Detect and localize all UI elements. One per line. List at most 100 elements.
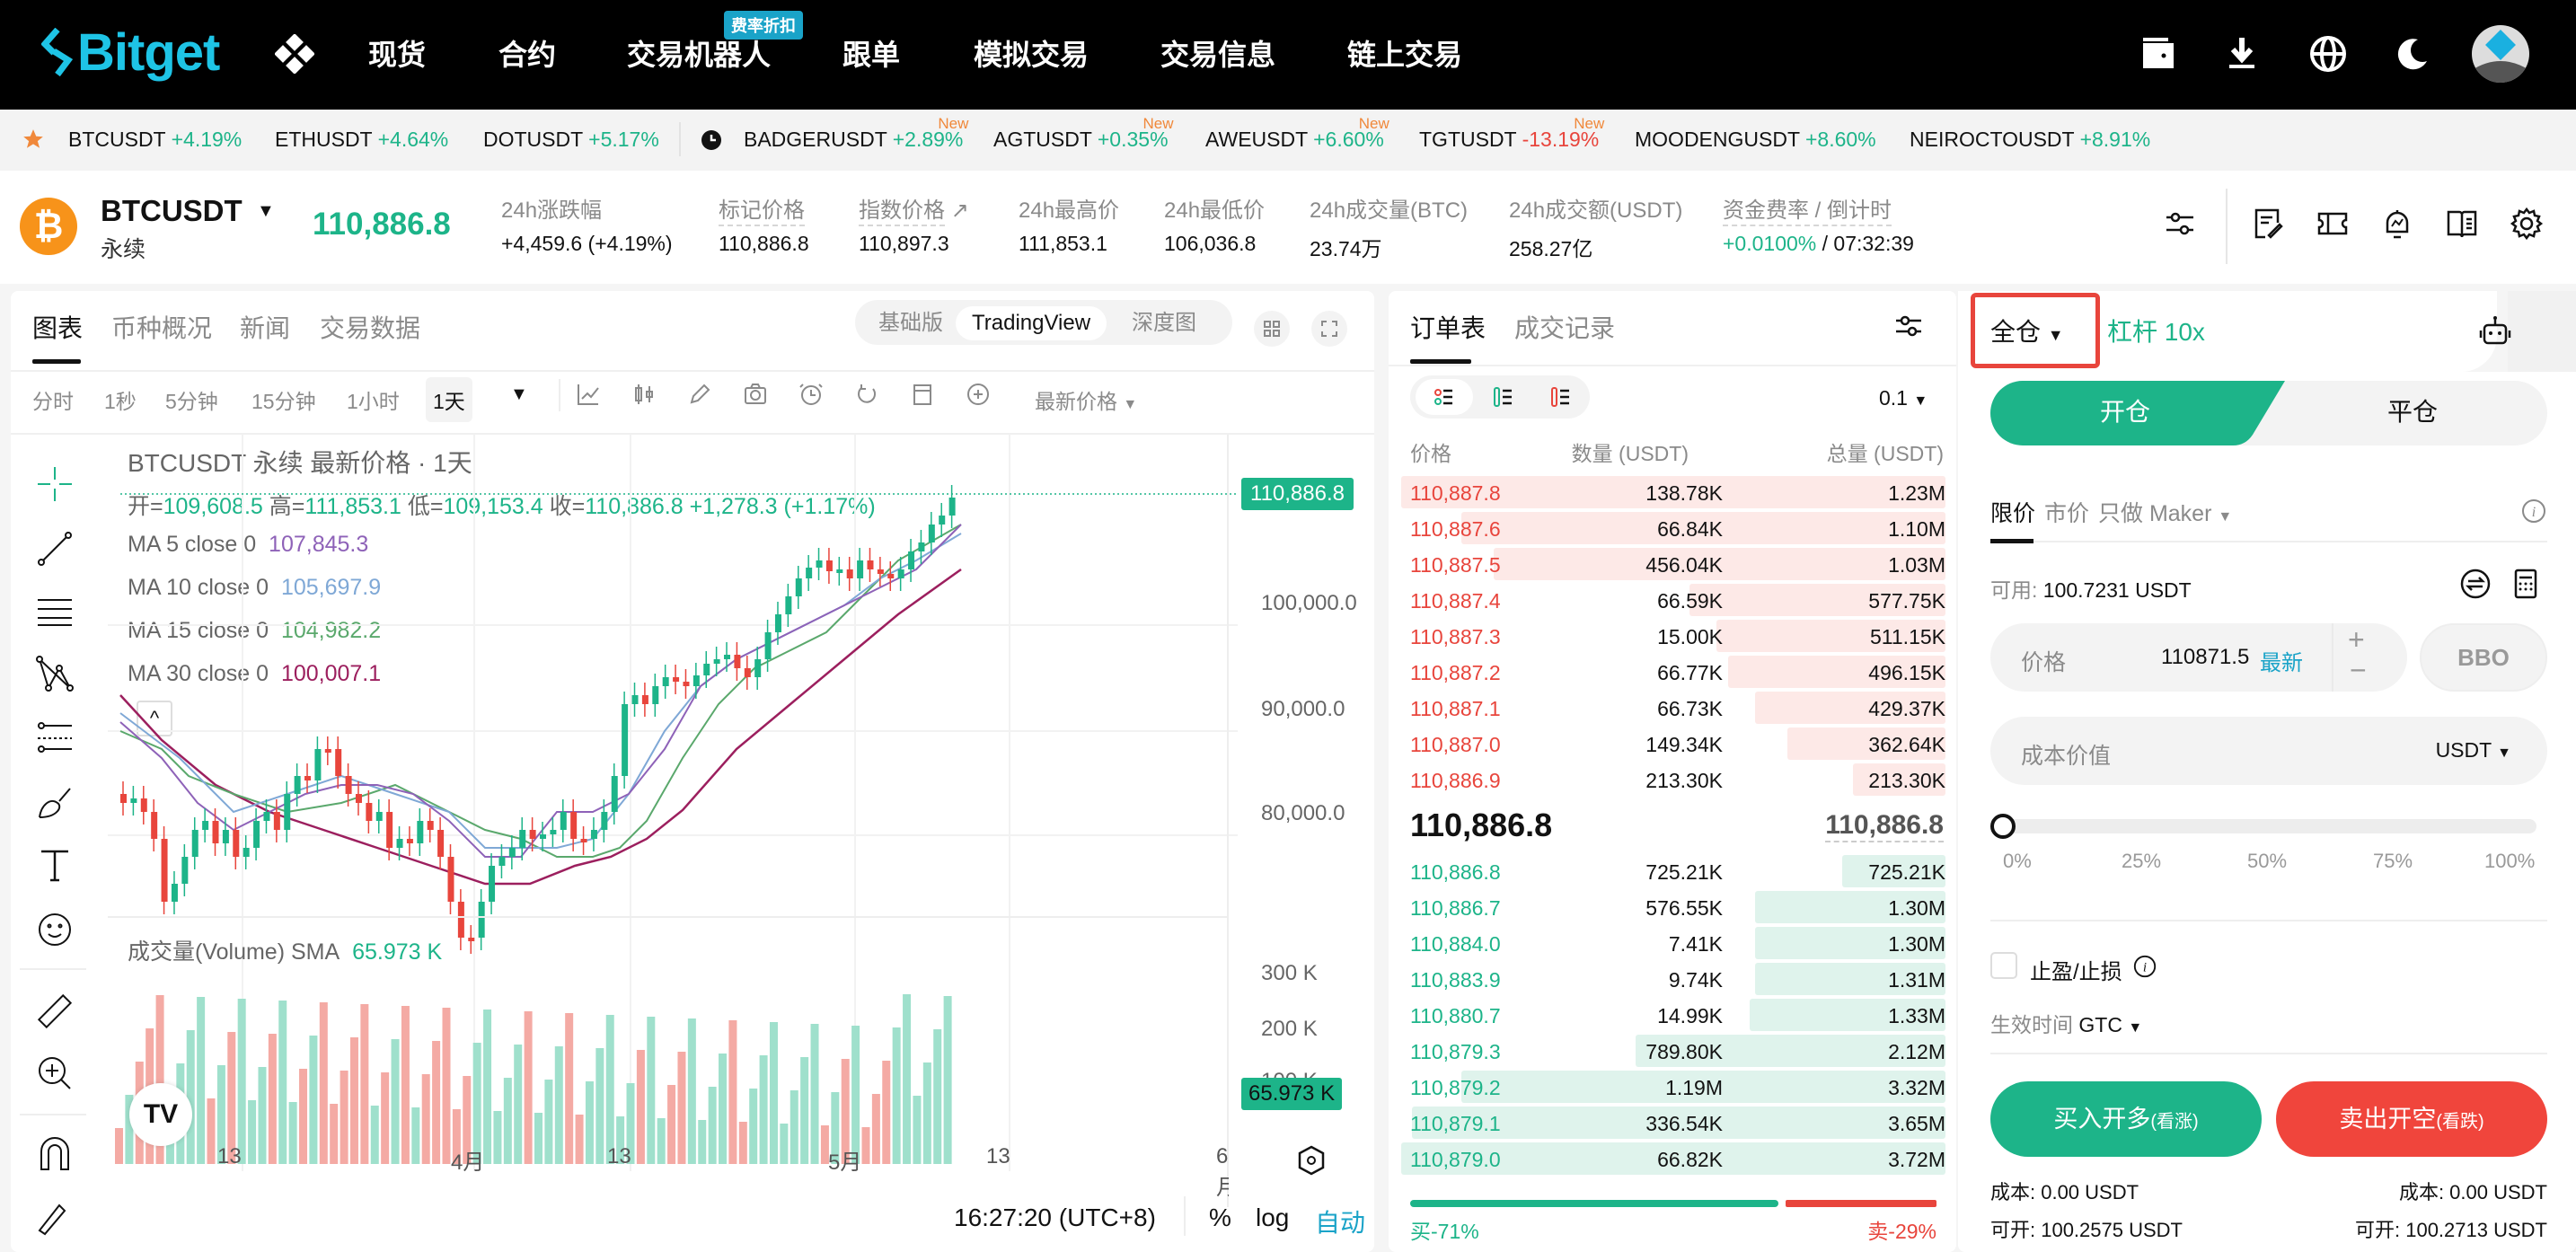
bid-row[interactable]: 110,879.2 1.19M 3.32M	[1401, 1069, 1945, 1105]
zoom-in-icon[interactable]	[32, 1051, 77, 1096]
ask-row[interactable]: 110,887.2 66.77K 496.15K	[1401, 654, 1945, 690]
chart-settings-hex-icon[interactable]	[1295, 1144, 1328, 1177]
margin-mode-dropdown[interactable]: 全仓 ▼	[1990, 318, 2064, 346]
order-type-market[interactable]: 市价	[2044, 501, 2090, 526]
price-decrement-icon[interactable]: −	[2350, 654, 2367, 686]
latest-price-button[interactable]: 最新	[2260, 651, 2303, 675]
timeframe-1h[interactable]: 1小时	[347, 390, 400, 413]
timeframe-15m[interactable]: 15分钟	[251, 390, 316, 413]
ask-row[interactable]: 110,887.8 138.78K 1.23M	[1401, 474, 1945, 510]
ticker-item[interactable]: MOODENGUSDT +8.60%	[1635, 128, 1876, 151]
dark-mode-moon-icon[interactable]	[2393, 34, 2432, 74]
pane-divider[interactable]	[108, 916, 1227, 918]
symbol-dropdown-caret-icon[interactable]: ▼	[257, 201, 275, 221]
settings-gear-icon[interactable]	[2510, 207, 2544, 241]
add-indicator-plus-icon[interactable]	[965, 381, 992, 408]
bid-row[interactable]: 110,886.8 725.21K 725.21K	[1401, 853, 1945, 889]
bid-row[interactable]: 110,884.0 7.41K 1.30M	[1401, 925, 1945, 961]
candlestick-chart[interactable]	[108, 435, 1238, 1171]
wallet-icon[interactable]	[2139, 34, 2179, 74]
lock-drawings-icon[interactable]	[32, 1195, 77, 1239]
cost-value-input[interactable]: 成本价值 USDT ▼	[1990, 717, 2547, 785]
mode-basic[interactable]: 基础版	[878, 311, 943, 335]
trend-line-icon[interactable]	[32, 526, 77, 571]
orderbook-settings-icon[interactable]	[1893, 311, 1924, 341]
price-input-value[interactable]: 110871.5	[2161, 645, 2250, 669]
stat-label-mark-price[interactable]: 标记价格	[719, 198, 805, 226]
external-link-icon[interactable]: ↗	[950, 198, 969, 223]
order-notes-icon[interactable]	[2251, 207, 2285, 241]
ticker-item[interactable]: NEIROCTOUSDT +8.91%	[1910, 128, 2151, 151]
mark-price[interactable]: 110,886.8	[1825, 810, 1944, 842]
bid-row[interactable]: 110,879.1 336.54K 3.65M	[1401, 1105, 1945, 1141]
nav-demo-trading[interactable]: 模拟交易	[974, 39, 1090, 71]
user-avatar[interactable]	[2472, 25, 2529, 83]
cost-unit-dropdown[interactable]: USDT ▼	[2435, 738, 2511, 762]
symbol-name[interactable]: BTCUSDT	[101, 194, 243, 227]
ticker-item[interactable]: BADGERUSDT +2.89% New	[744, 115, 969, 151]
percent-scale-toggle[interactable]: %	[1209, 1204, 1231, 1231]
amount-slider-track[interactable]	[1994, 819, 2536, 833]
bid-row[interactable]: 110,883.9 9.74K 1.31M	[1401, 961, 1945, 997]
ticker-item[interactable]: TGTUSDT -13.19% New	[1419, 115, 1605, 151]
ticker-item[interactable]: BTCUSDT +4.19%	[68, 128, 243, 151]
price-increment-icon[interactable]: +	[2348, 623, 2365, 656]
leverage-selector[interactable]: 杠杆 10x	[2107, 318, 2205, 346]
sell-short-button[interactable]: 卖出开空(看跌)	[2276, 1081, 2547, 1157]
tab-chart[interactable]: 图表	[32, 314, 84, 342]
nav-copy-trading[interactable]: 跟单	[842, 39, 901, 71]
alarm-clock-icon[interactable]	[798, 381, 825, 408]
price-input[interactable]: 价格 110871.5 最新 + −	[1990, 623, 2407, 692]
download-icon[interactable]	[2222, 34, 2262, 74]
precision-dropdown[interactable]: 0.1 ▼	[1879, 386, 1928, 410]
draw-pencil-icon[interactable]	[686, 381, 713, 408]
tradingview-logo-icon[interactable]: TV	[129, 1083, 192, 1146]
order-type-limit[interactable]: 限价	[1990, 501, 2036, 526]
price-type-dropdown[interactable]: 最新价格 ▼	[1035, 390, 1138, 413]
bid-row[interactable]: 110,879.0 66.82K 3.72M	[1401, 1141, 1945, 1177]
ask-row[interactable]: 110,887.0 149.34K 362.64K	[1401, 726, 1945, 762]
slider-tick[interactable]: 25%	[2122, 850, 2162, 872]
timeframe-5m[interactable]: 5分钟	[165, 390, 218, 413]
calendar-icon[interactable]	[909, 381, 936, 408]
guide-book-icon[interactable]	[2445, 207, 2479, 241]
view-asks-icon[interactable]	[1532, 379, 1590, 415]
tab-orderbook[interactable]: 订单表	[1410, 314, 1486, 342]
bid-row[interactable]: 110,879.3 789.80K 2.12M	[1401, 1033, 1945, 1069]
screenshot-camera-icon[interactable]	[742, 381, 769, 408]
ruler-measure-icon[interactable]	[32, 990, 77, 1035]
crosshair-icon[interactable]	[32, 462, 77, 507]
trading-bot-icon[interactable]	[2477, 314, 2513, 350]
nav-onchain[interactable]: 链上交易	[1347, 39, 1463, 71]
timeframe-1s[interactable]: 1秒	[104, 390, 137, 413]
indicators-icon[interactable]	[575, 381, 602, 408]
ask-row[interactable]: 110,887.4 66.59K 577.75K	[1401, 582, 1945, 618]
layout-grid-icon[interactable]	[1254, 311, 1290, 347]
close-position-tab[interactable]: 平仓	[2386, 398, 2438, 426]
price-alert-bell-icon[interactable]	[2380, 207, 2414, 241]
slider-tick[interactable]: 100%	[2484, 850, 2536, 872]
fibonacci-icon[interactable]	[32, 715, 77, 760]
timeframe-line[interactable]: 分时	[32, 390, 74, 413]
bid-row[interactable]: 110,880.7 14.99K 1.33M	[1401, 997, 1945, 1033]
globe-icon[interactable]	[2308, 34, 2348, 74]
stat-label-index-price[interactable]: 指数价格	[859, 198, 945, 226]
bbo-button[interactable]: BBO	[2420, 623, 2547, 692]
tif-dropdown[interactable]: GTC ▼	[2078, 1013, 2143, 1036]
calculator-icon[interactable]	[2510, 568, 2542, 600]
emoji-icon[interactable]	[32, 907, 77, 952]
replay-icon[interactable]	[853, 381, 880, 408]
bid-row[interactable]: 110,886.7 576.55K 1.30M	[1401, 889, 1945, 925]
coupon-ticket-icon[interactable]	[2316, 207, 2350, 241]
nav-trading-info[interactable]: 交易信息	[1160, 39, 1276, 71]
favorites-star-icon[interactable]	[22, 128, 45, 151]
tpsl-info-icon[interactable]: i	[2132, 954, 2157, 979]
ask-row[interactable]: 110,886.9 213.30K 213.30K	[1401, 762, 1945, 798]
tab-news[interactable]: 新闻	[240, 314, 291, 342]
view-both-button[interactable]	[1416, 379, 1473, 415]
nav-futures[interactable]: 合约	[498, 39, 557, 71]
tpsl-checkbox[interactable]	[1990, 952, 2017, 979]
slider-tick[interactable]: 75%	[2373, 850, 2413, 872]
fullscreen-icon[interactable]	[1311, 311, 1347, 347]
ticker-item[interactable]: AWEUSDT +6.60% New	[1205, 115, 1389, 151]
